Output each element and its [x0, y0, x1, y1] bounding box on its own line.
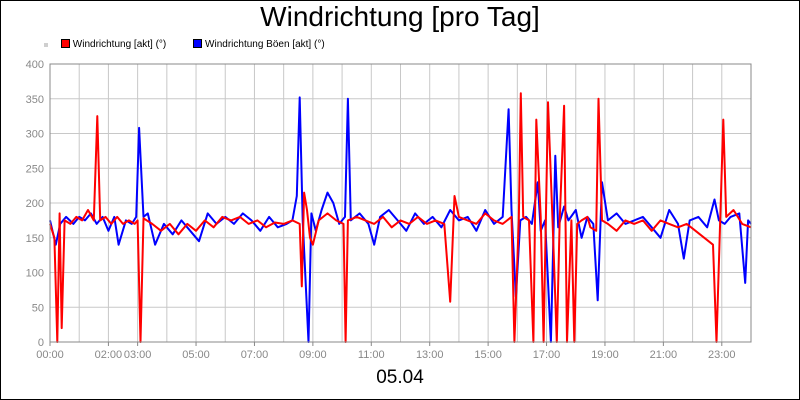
x-tick-label: 03:00 [124, 349, 152, 361]
legend-swatch-blue [193, 39, 203, 48]
grid-lines [49, 63, 752, 346]
x-tick-label: 19:00 [591, 349, 619, 361]
chart-title: Windrichtung [pro Tag] [260, 1, 540, 32]
x-tick-label: 09:00 [299, 349, 327, 361]
legend-label: Windrichtung [akt] (°) [72, 39, 167, 50]
legend-item-wind-direction: Windrichtung [akt] (°) [60, 39, 167, 50]
series-line-0 [49, 92, 752, 343]
x-tick-label: 17:00 [533, 349, 561, 361]
series-lines [49, 92, 752, 343]
y-tick-label: 0 [38, 337, 44, 349]
x-axis-labels: 00:00 02:00 03:00 05:00 07:00 09:00 11:00 13:00… [36, 349, 735, 361]
legend-label: Windrichtung Böen [akt] (°) [205, 39, 325, 50]
x-tick-label: 05:00 [182, 349, 210, 361]
series-line-1 [49, 96, 752, 343]
legend-item-gust-direction: Windrichtung Böen [akt] (°) [193, 39, 325, 50]
x-tick-label: 23:00 [708, 349, 736, 361]
x-tick-label: 15:00 [474, 349, 502, 361]
legend-swatch-red [60, 39, 70, 48]
x-tick-label: 21:00 [650, 349, 678, 361]
x-tick-label: 11:00 [358, 349, 385, 361]
x-tick-label: 13:00 [416, 349, 444, 361]
y-tick-label: 50 [32, 302, 44, 314]
y-tick-label: 100 [26, 268, 44, 280]
y-tick-label: 350 [26, 94, 44, 106]
legend-marker-icon [44, 42, 48, 47]
x-tick-label: 07:00 [241, 349, 269, 361]
plot-area-border [49, 63, 752, 343]
x-axis-label: 05.04 [376, 367, 424, 388]
x-tick-label: 00:00 [36, 349, 64, 361]
y-tick-label: 300 [26, 129, 44, 141]
y-tick-label: 150 [26, 233, 44, 245]
y-axis-labels: 0 50 100 150 200 250 300 350 400 [26, 59, 44, 349]
y-tick-label: 250 [26, 163, 44, 175]
chart-legend: Windrichtung [akt] (°) Windrichtung Böen… [44, 39, 349, 50]
x-tick-label: 02:00 [95, 349, 123, 361]
y-tick-label: 400 [26, 59, 44, 71]
y-tick-label: 200 [26, 198, 44, 210]
